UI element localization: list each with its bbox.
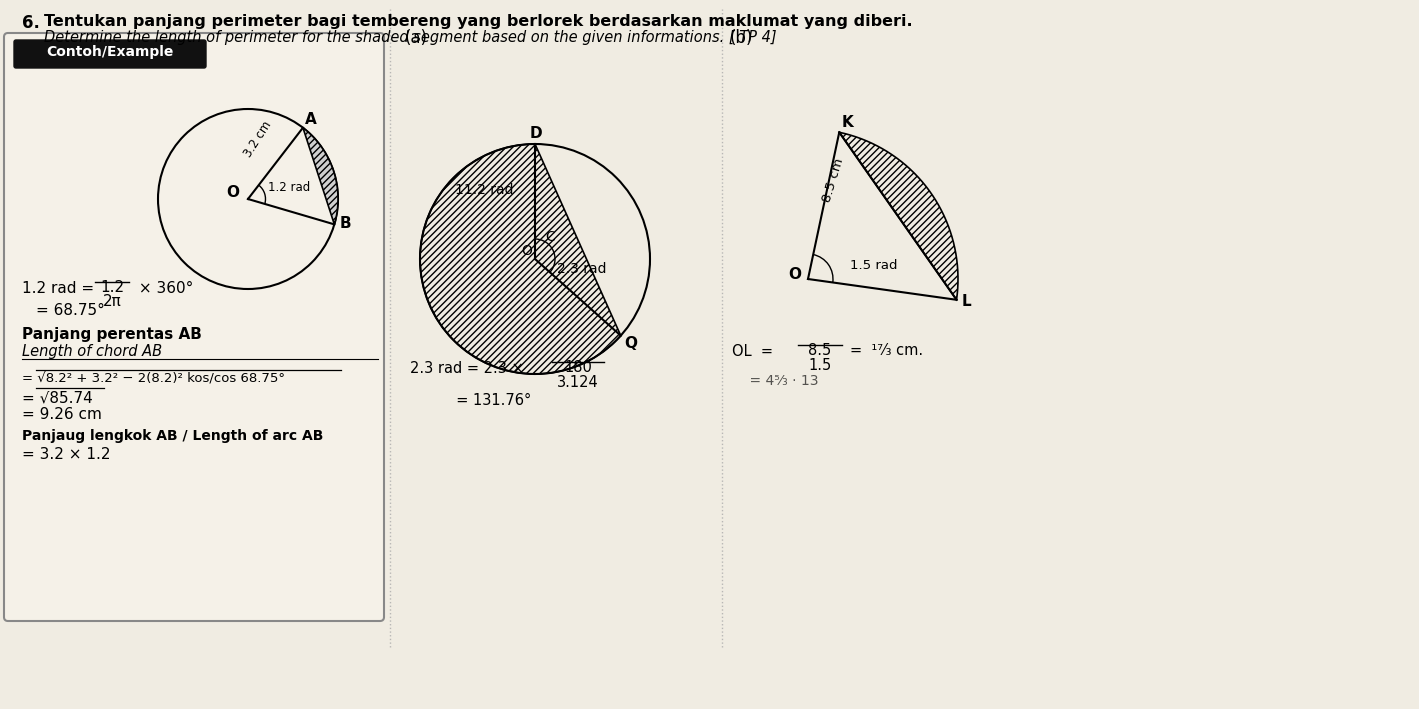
- Text: 6.: 6.: [23, 14, 40, 32]
- Text: = √85.74: = √85.74: [23, 390, 92, 405]
- Text: C: C: [545, 230, 555, 244]
- FancyBboxPatch shape: [4, 33, 385, 621]
- Text: 3.2 cm: 3.2 cm: [243, 119, 275, 160]
- Text: 11.2 rad: 11.2 rad: [455, 183, 514, 197]
- Text: A: A: [305, 112, 316, 127]
- Text: D: D: [531, 126, 542, 141]
- Text: = 4⁵⁄₃ · 13: = 4⁵⁄₃ · 13: [732, 374, 819, 388]
- Text: 2π: 2π: [102, 294, 122, 309]
- Text: =  ¹⁷⁄₃ cm.: = ¹⁷⁄₃ cm.: [850, 343, 924, 358]
- Text: Q: Q: [624, 335, 637, 351]
- Text: O: O: [788, 267, 800, 282]
- Text: Determine the length of perimeter for the shaded segment based on the given info: Determine the length of perimeter for th…: [44, 30, 776, 45]
- Text: 8.5 cm: 8.5 cm: [820, 156, 847, 203]
- Text: × 360°: × 360°: [133, 281, 193, 296]
- Text: = √8.2² + 3.2² − 2(8.2)² kos/cos 68.75°: = √8.2² + 3.2² − 2(8.2)² kos/cos 68.75°: [23, 372, 285, 385]
- Text: K: K: [841, 116, 853, 130]
- Text: = 68.75°: = 68.75°: [35, 303, 105, 318]
- Text: 2.3 rad: 2.3 rad: [558, 262, 606, 276]
- Text: O: O: [521, 244, 532, 258]
- Text: Panjang perentas AB: Panjang perentas AB: [23, 327, 201, 342]
- Text: 3.124: 3.124: [558, 375, 599, 390]
- Text: Tentukan panjang perimeter bagi tembereng yang berlorek berdasarkan maklumat yan: Tentukan panjang perimeter bagi temberen…: [44, 14, 912, 29]
- Text: L: L: [962, 294, 971, 309]
- Text: 180: 180: [565, 360, 592, 375]
- FancyBboxPatch shape: [14, 40, 206, 68]
- Text: B: B: [339, 216, 350, 231]
- Text: = 3.2 × 1.2: = 3.2 × 1.2: [23, 447, 111, 462]
- Text: Contoh/Example: Contoh/Example: [47, 45, 173, 59]
- Text: 2.3 rad = 2.3 ×: 2.3 rad = 2.3 ×: [410, 361, 524, 376]
- Text: (b): (b): [729, 29, 753, 47]
- Text: 1.5 rad: 1.5 rad: [850, 259, 897, 272]
- Text: 1.2 rad: 1.2 rad: [268, 181, 311, 194]
- Text: 8.5: 8.5: [809, 343, 832, 358]
- Text: 1.2 rad =: 1.2 rad =: [23, 281, 99, 296]
- Text: O: O: [226, 185, 238, 200]
- Text: = 131.76°: = 131.76°: [410, 393, 531, 408]
- Text: (a): (a): [404, 29, 429, 47]
- Text: 1.2: 1.2: [99, 280, 123, 295]
- Text: 1.5: 1.5: [809, 358, 832, 373]
- Text: = 9.26 cm: = 9.26 cm: [23, 407, 102, 422]
- Text: Panjaug lengkok AB / Length of arc AB: Panjaug lengkok AB / Length of arc AB: [23, 429, 324, 443]
- Polygon shape: [302, 128, 338, 224]
- Text: OL  =: OL =: [732, 344, 773, 359]
- Text: Length of chord AB: Length of chord AB: [23, 344, 162, 359]
